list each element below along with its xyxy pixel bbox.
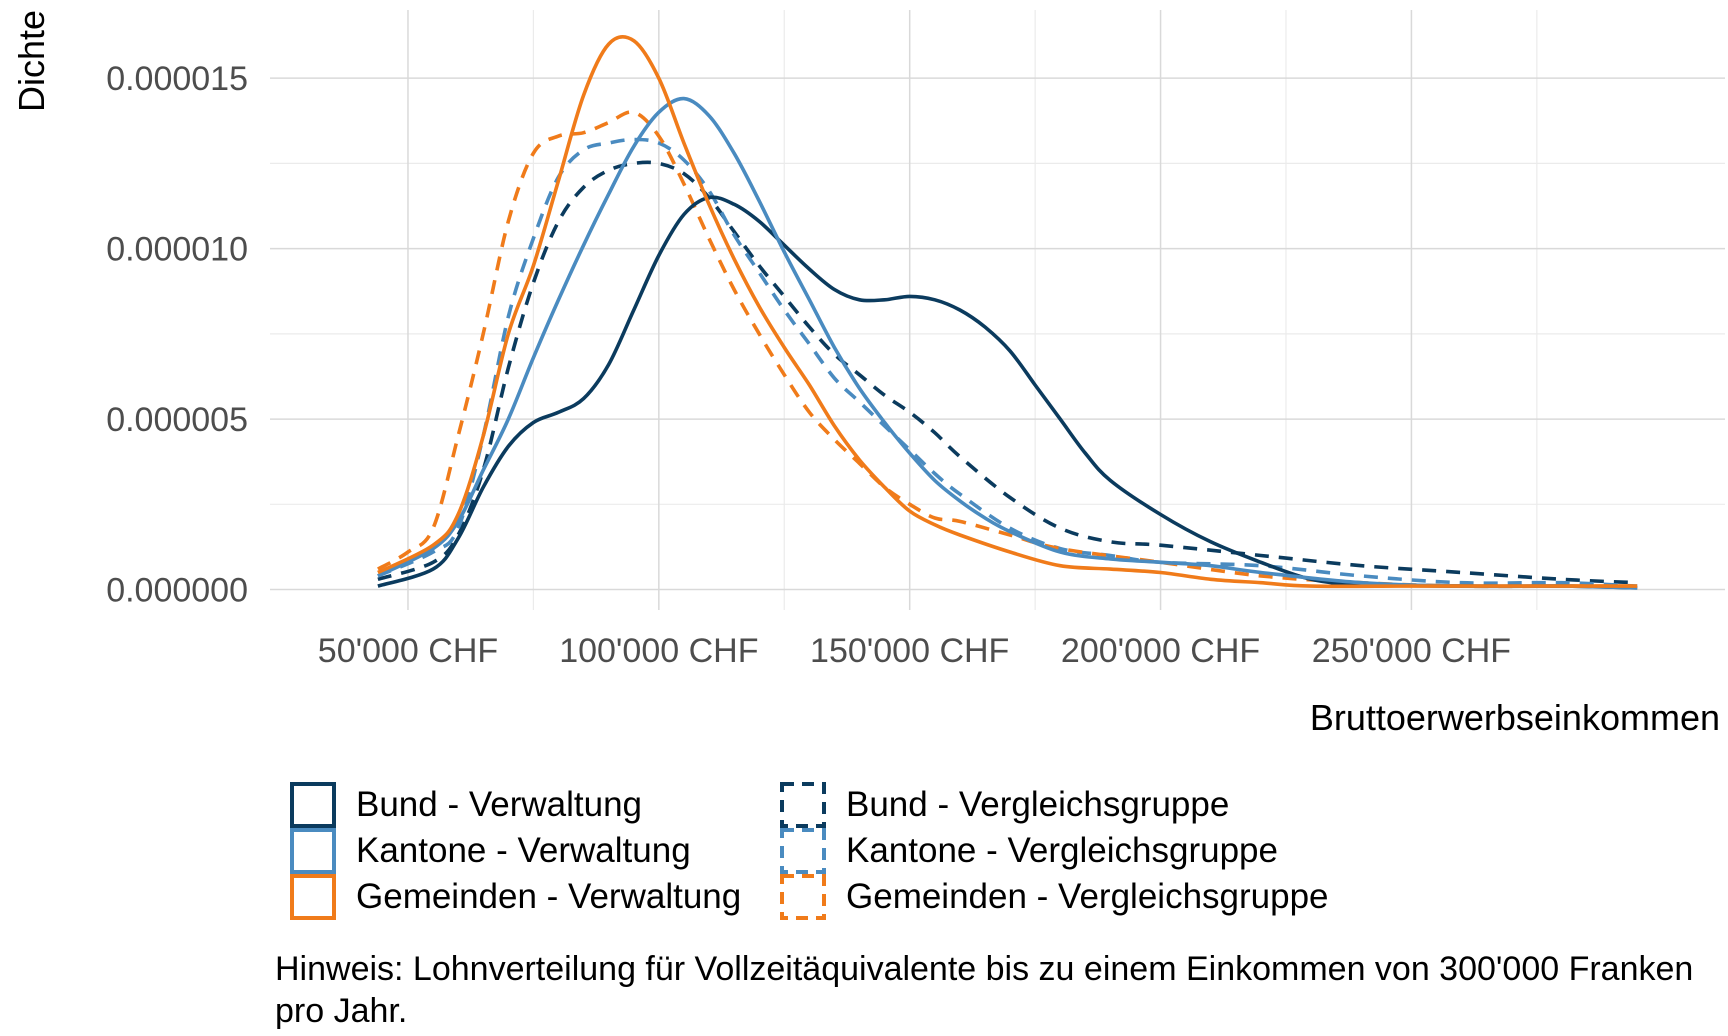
series-lines bbox=[377, 35, 1638, 590]
y-axis-title: Dichte bbox=[11, 10, 52, 112]
density-chart: 0.000000 0.000005 0.000010 0.000015 50'000 … bbox=[11, 10, 1725, 738]
x-tick-label: 100'000 CHF bbox=[559, 632, 758, 670]
legend-label: Gemeinden - Vergleichsgruppe bbox=[846, 877, 1329, 916]
y-tick-label: 0.000000 bbox=[106, 572, 248, 610]
legend-label: Kantone - Vergleichsgruppe bbox=[846, 831, 1278, 870]
legend-key-gemeinden-vergleichsgruppe bbox=[780, 874, 826, 920]
legend-item-gemeinden-vergleichsgruppe: Gemeinden - Vergleichsgruppe bbox=[780, 874, 1329, 920]
x-tick-label: 150'000 CHF bbox=[810, 632, 1009, 670]
x-tick-label: 50'000 CHF bbox=[318, 632, 498, 670]
legend-label: Bund - Vergleichsgruppe bbox=[846, 785, 1230, 824]
y-tick-label: 0.000010 bbox=[106, 231, 248, 269]
series-line-bund-vergleichsgruppe bbox=[377, 160, 1638, 585]
footnote: Hinweis: Lohnverteilung für Vollzeitäqui… bbox=[275, 950, 1694, 1030]
legend-key-gemeinden-verwaltung bbox=[290, 874, 336, 920]
legend-key-kantone-vergleichsgruppe bbox=[780, 828, 826, 874]
legend-key-bund-vergleichsgruppe bbox=[780, 782, 826, 828]
series-line-gemeinden-vergleichsgruppe bbox=[377, 110, 1638, 589]
series-line-gemeinden-verwaltung bbox=[377, 35, 1638, 589]
series-line-bund-verwaltung bbox=[377, 195, 1638, 590]
legend-item-kantone-vergleichsgruppe: Kantone - Vergleichsgruppe bbox=[780, 828, 1278, 874]
x-tick-label: 250'000 CHF bbox=[1312, 632, 1511, 670]
y-tick-label: 0.000015 bbox=[106, 60, 248, 98]
legend-item-bund-verwaltung: Bund - Verwaltung bbox=[290, 782, 642, 828]
legend-label: Bund - Verwaltung bbox=[356, 785, 643, 824]
x-axis-ticks: 50'000 CHF 100'000 CHF 150'000 CHF 200'000 … bbox=[318, 632, 1511, 670]
legend-item-bund-vergleichsgruppe: Bund - Vergleichsgruppe bbox=[780, 782, 1229, 828]
legend-item-kantone-verwaltung: Kantone - Verwaltung bbox=[290, 828, 691, 874]
x-tick-label: 200'000 CHF bbox=[1061, 632, 1260, 670]
legend-item-gemeinden-verwaltung: Gemeinden - Verwaltung bbox=[290, 874, 741, 920]
x-axis-title: Bruttoerwerbseinkommen bbox=[1310, 697, 1720, 738]
legend-key-kantone-verwaltung bbox=[290, 828, 336, 874]
y-tick-label: 0.000005 bbox=[106, 401, 248, 439]
legend-label: Kantone - Verwaltung bbox=[356, 831, 691, 870]
series-line-kantone-vergleichsgruppe bbox=[377, 137, 1638, 588]
legend-key-bund-verwaltung bbox=[290, 782, 336, 828]
series-line-kantone-verwaltung bbox=[377, 96, 1638, 590]
legend: Bund - Verwaltung Kantone - Verwaltung G… bbox=[290, 782, 1430, 932]
y-axis-ticks: 0.000000 0.000005 0.000010 0.000015 bbox=[106, 60, 248, 609]
grid bbox=[270, 10, 1725, 610]
legend-label: Gemeinden - Verwaltung bbox=[356, 877, 742, 916]
